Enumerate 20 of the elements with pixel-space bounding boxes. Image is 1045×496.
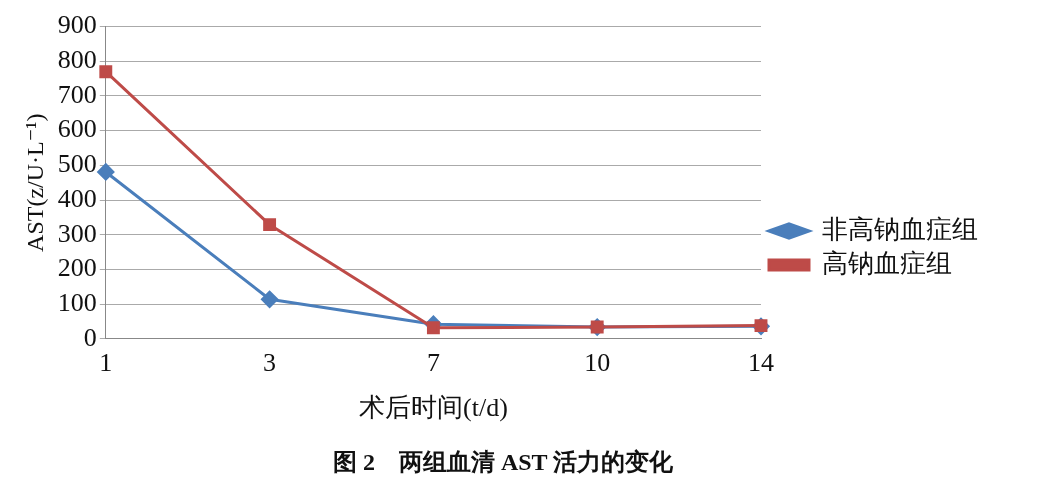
y-tick-label: 300 — [57, 218, 97, 248]
x-axis-title: 术后时间(t/d) — [359, 393, 508, 423]
x-tick-label: 10 — [584, 348, 611, 378]
y-tick-label: 0 — [83, 322, 97, 352]
x-tick-label: 3 — [263, 348, 277, 378]
y-tick-label: 200 — [57, 253, 97, 283]
y-tick-label: 400 — [57, 183, 97, 213]
y-tick-label: 500 — [57, 149, 97, 179]
text: 图 2 两组血清 AST 活力的变化 — [332, 448, 675, 475]
x-tick-label: 1 — [99, 348, 113, 378]
y-tick-label: 600 — [57, 114, 97, 144]
x-tick-label: 7 — [426, 348, 440, 378]
legend-label: 非高钠血症组 — [822, 214, 978, 244]
y-tick-label: 900 — [57, 10, 97, 40]
y-tick-label: 800 — [57, 45, 97, 75]
y-axis-title: AST(z/U·L⁻¹) — [21, 113, 48, 252]
x-tick-label: 14 — [748, 348, 774, 378]
legend-label: 高钠血症组 — [822, 248, 952, 278]
y-tick-label: 700 — [57, 79, 97, 109]
y-tick-label: 100 — [57, 287, 97, 317]
